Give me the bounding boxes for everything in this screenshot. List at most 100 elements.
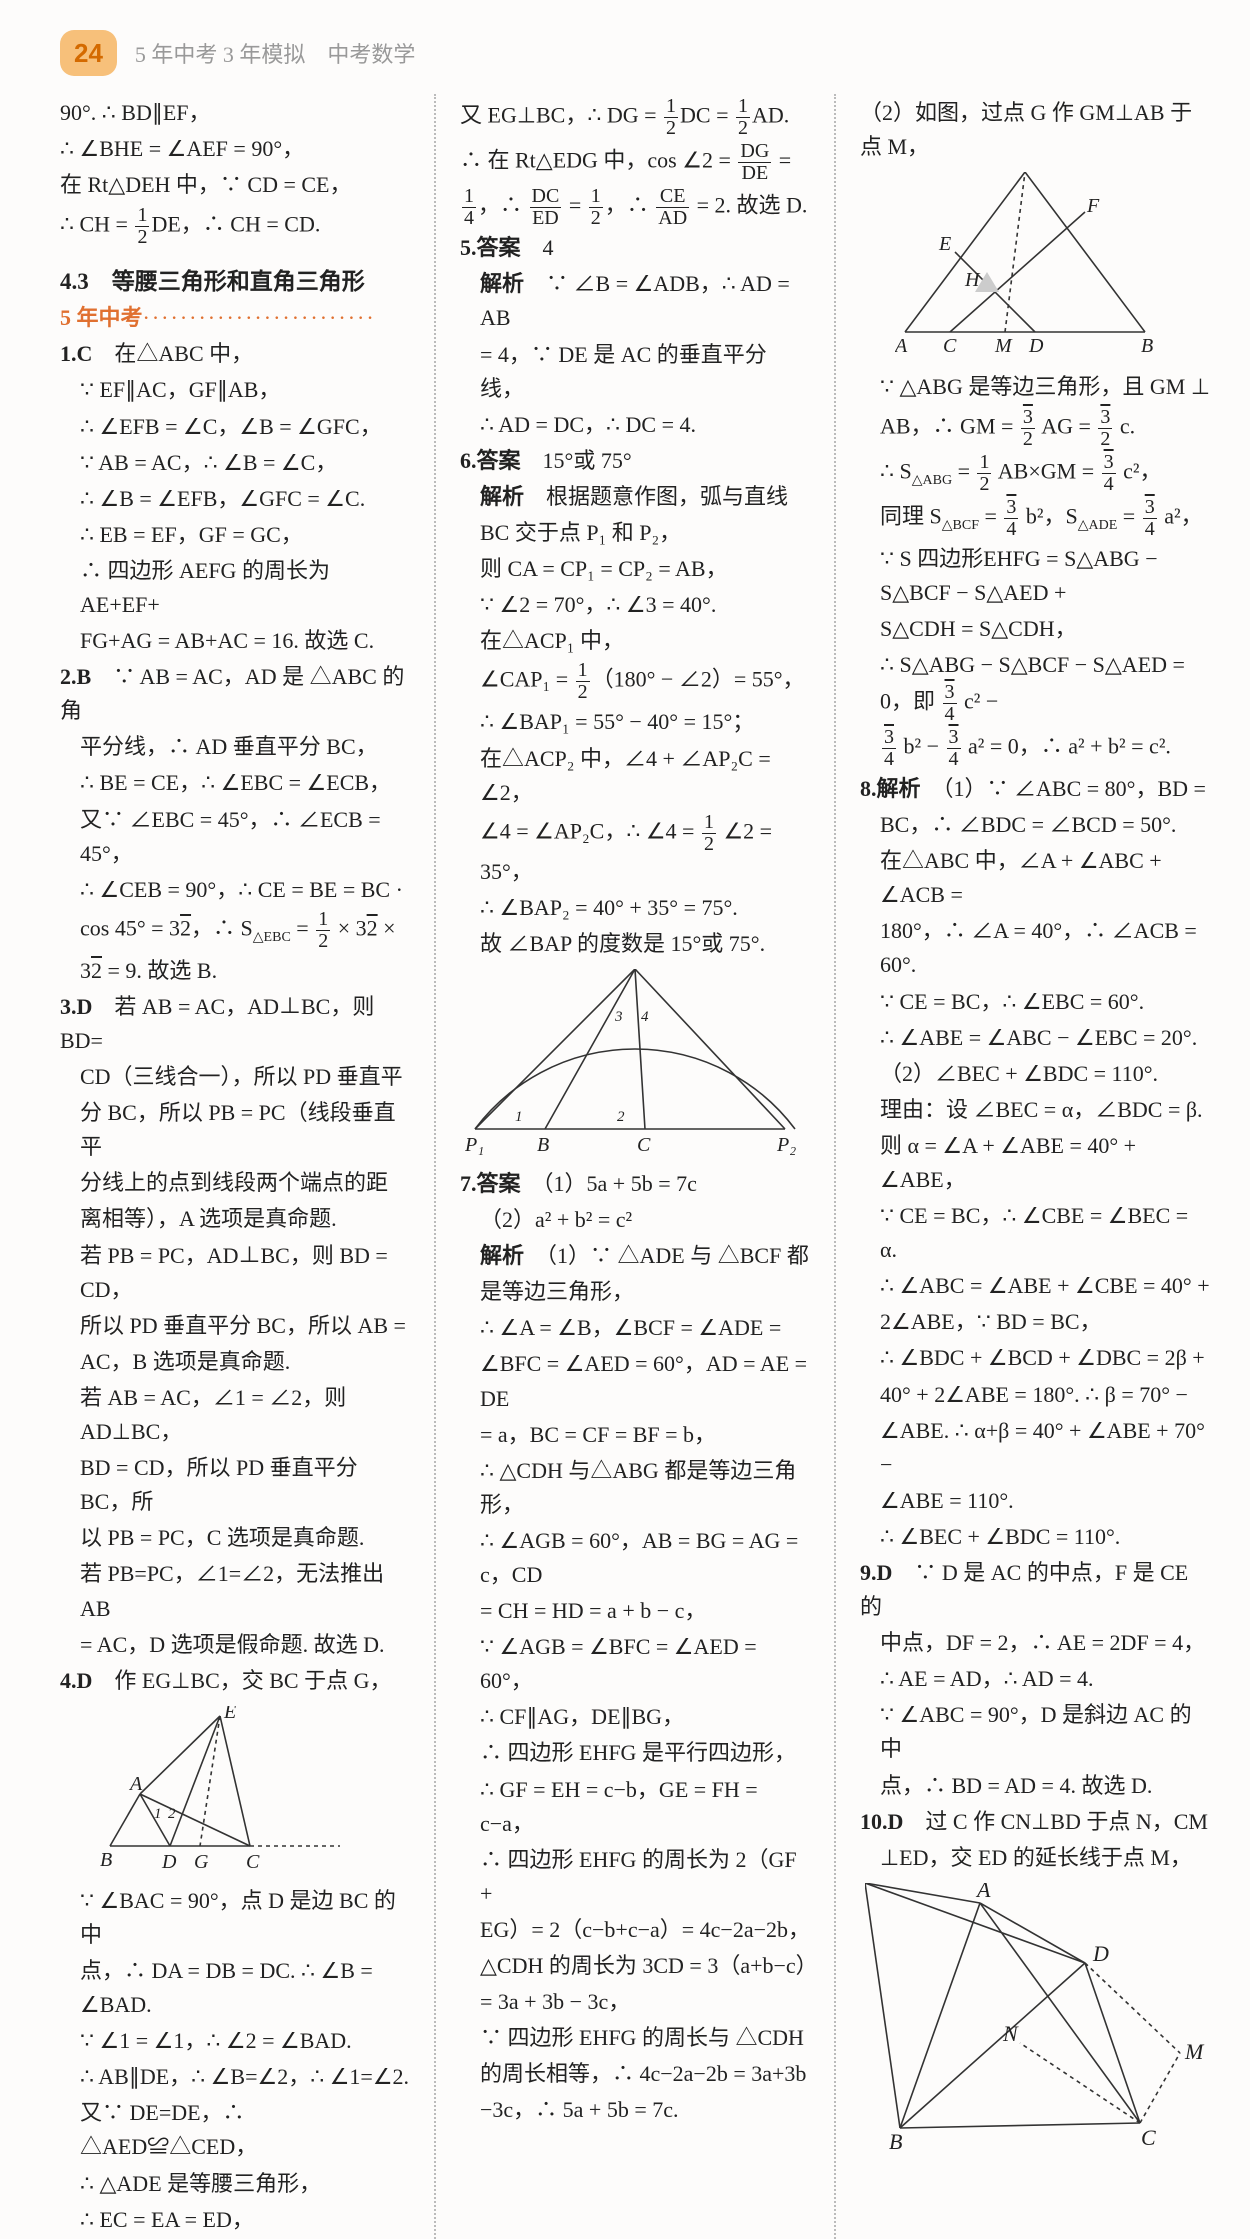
text-line: ∴ 四边形 EHFG 的周长为 2（GF + bbox=[460, 1843, 810, 1911]
text-line: ∵ AB = AC，∴ ∠B = ∠C， bbox=[60, 446, 410, 480]
text-line: ∴ 四边形 EHFG 是平行四边形， bbox=[460, 1736, 810, 1770]
svg-text:G: G bbox=[1029, 172, 1044, 175]
diagram-q6: A P₁ B C P₂ 1 2 3 4 bbox=[465, 969, 805, 1159]
text-line: 在△ABC 中，∠A + ∠ABC + ∠ACB = bbox=[860, 844, 1210, 912]
q3-head: 3.D 若 AB = AC，AD⊥BC，则 BD= bbox=[60, 990, 410, 1058]
text-line: ∴ ∠ABE = ∠ABC − ∠EBC = 20°. bbox=[860, 1021, 1210, 1055]
text-line: ∴ BE = CE，∴ ∠EBC = ∠ECB， bbox=[60, 766, 410, 800]
text-line: ∴ △CDH 与△ABG 都是等边三角形， bbox=[460, 1454, 810, 1522]
text-line: 14，∴ DCED = 12，∴ CEAD = 2. 故选 D. bbox=[460, 186, 810, 229]
text-line: 40° + 2∠ABE = 180°. ∴ β = 70° − bbox=[860, 1378, 1210, 1412]
q8-head: 8.解析 （1）∵ ∠ABC = 80°，BD = bbox=[860, 772, 1210, 806]
text-line: ∵ ∠ABC = 90°，D 是斜边 AC 的中 bbox=[860, 1698, 1210, 1766]
text-line: ∴ ∠B = ∠EFB，∠GFC = ∠C. bbox=[60, 482, 410, 516]
svg-text:C: C bbox=[246, 1851, 260, 1873]
text-line: ∴ S△ABG = 12 AB×GM = 34 c²， bbox=[860, 452, 1210, 495]
text-line: ∴ EC = EA = ED， bbox=[60, 2203, 410, 2237]
text-line: 在 Rt△DEH 中，∵ CD = CE， bbox=[60, 168, 410, 202]
text-line: AB，∴ GM = 32 AG = 32 c. bbox=[860, 407, 1210, 450]
text-line: 若 AB = AC，∠1 = ∠2，则 AD⊥BC， bbox=[60, 1381, 410, 1449]
text-line: 又∵ ∠EBC = 45°，∴ ∠ECB = 45°， bbox=[60, 803, 410, 871]
text-line: ∴ ∠ABC = ∠ABE + ∠CBE = 40° + bbox=[860, 1269, 1210, 1303]
content-columns: 90°. ∴ BD∥EF， ∴ ∠BHE = ∠AEF = 90°， 在 Rt△… bbox=[60, 94, 1210, 2238]
q9-head: 9.D ∵ D 是 AC 的中点，F 是 CE 的 bbox=[860, 1556, 1210, 1624]
page-number-badge: 24 bbox=[60, 30, 117, 76]
text-line: ⊥ED，交 ED 的延长线于点 M， bbox=[860, 1841, 1210, 1875]
svg-text:D: D bbox=[161, 1851, 177, 1873]
svg-text:4: 4 bbox=[641, 1009, 649, 1025]
text-line: ∠BFC = ∠AED = 60°，AD = AE = DE bbox=[460, 1347, 810, 1415]
svg-text:D: D bbox=[1092, 1941, 1109, 1966]
section-4-3-title: 4.3 等腰三角形和直角三角形 bbox=[60, 264, 410, 300]
svg-text:P₁: P₁ bbox=[465, 1134, 484, 1156]
diagram-q10: E A D B C M N bbox=[865, 1883, 1205, 2158]
svg-text:D: D bbox=[1028, 335, 1044, 357]
text-line: 是等边三角形， bbox=[460, 1275, 810, 1309]
q1-head: 1.C 在△ABC 中， bbox=[60, 337, 410, 371]
column-3: （2）如图，过点 G 作 GM⊥AB 于点 M， A C M D B G E F… bbox=[860, 94, 1210, 2238]
text-line: ∴ CH = 12DE，∴ CH = CD. bbox=[60, 205, 410, 248]
text-line: FG+AG = AB+AC = 16. 故选 C. bbox=[60, 624, 410, 658]
text-line: = a，BC = CF = BF = b， bbox=[460, 1418, 810, 1452]
text-line: 故 ∠BAP 的度数是 15°或 75°. bbox=[460, 927, 810, 961]
q10-head: 10.D 过 C 作 CN⊥BD 于点 N，CM bbox=[860, 1805, 1210, 1839]
column-divider-1 bbox=[434, 94, 436, 2238]
svg-text:A: A bbox=[128, 1773, 143, 1795]
text-line: ∵ ∠2 = 70°，∴ ∠3 = 40°. bbox=[460, 588, 810, 622]
q5-head: 5.答案 4 bbox=[460, 231, 810, 265]
text-line: 点，∴ BD = AD = 4. 故选 D. bbox=[860, 1769, 1210, 1803]
text-line: CD（三线合一），所以 PD 垂直平 bbox=[60, 1060, 410, 1094]
svg-text:2: 2 bbox=[168, 1806, 176, 1822]
text-line: 离相等），A 选项是真命题. bbox=[60, 1202, 410, 1236]
text-line: 以 PB = PC，C 选项是真命题. bbox=[60, 1521, 410, 1555]
text-line: ∴ CF∥AG，DE∥BG， bbox=[460, 1700, 810, 1734]
column-2: 又 EG⊥BC，∴ DG = 12DC = 12AD. ∴ 在 Rt△EDG 中… bbox=[460, 94, 810, 2238]
text-line: 解析 ∵ ∠B = ∠ADB，∴ AD = AB bbox=[460, 267, 810, 335]
text-line: ∵ S 四边形EHFG = S△ABG − S△BCF − S△AED + bbox=[860, 542, 1210, 610]
text-line: ∴ AB∥DE，∴ ∠B=∠2，∴ ∠1=∠2. bbox=[60, 2060, 410, 2094]
text-line: 分线上的点到线段两个端点的距 bbox=[60, 1166, 410, 1200]
text-line: ∴ ∠BDC + ∠BCD + ∠DBC = 2β + bbox=[860, 1341, 1210, 1375]
svg-text:N: N bbox=[1002, 2021, 1019, 2046]
svg-text:A: A bbox=[631, 969, 646, 972]
text-line: BC，∴ ∠BDC = ∠BCD = 50°. bbox=[860, 808, 1210, 842]
text-line: （2）∠BEC + ∠BDC = 110°. bbox=[860, 1057, 1210, 1091]
text-line: 若 PB=PC，∠1=∠2，无法推出 AB bbox=[60, 1557, 410, 1625]
text-line: ∠4 = ∠AP₂C，∴ ∠4 = 12 ∠2 = 35°， bbox=[460, 812, 810, 889]
text-line: −3c，∴ 5a + 5b = 7c. bbox=[460, 2093, 810, 2127]
text-line: 分 BC，所以 PB = PC（线段垂直平 bbox=[60, 1096, 410, 1164]
text-line: △CDH 的周长为 3CD = 3（a+b−c） bbox=[460, 1949, 810, 1983]
text-line: = CH = HD = a + b − c， bbox=[460, 1594, 810, 1628]
svg-text:A: A bbox=[975, 1883, 991, 1902]
text-line: EG）= 2（c−b+c−a）= 4c−2a−2b， bbox=[460, 1913, 810, 1947]
text-line: ∠ABE. ∴ α+β = 40° + ∠ABE + 70° − bbox=[860, 1414, 1210, 1482]
diagram-q4: A B D G C E 1 2 bbox=[90, 1706, 380, 1876]
text-line: 在△ACP₁ 中， bbox=[460, 624, 810, 658]
text-line: ∴ 四边形 AEFG 的周长为 AE+EF+ bbox=[60, 554, 410, 622]
text-line: ∵ CE = BC，∴ ∠CBE = ∠BEC = α. bbox=[860, 1199, 1210, 1267]
svg-text:E: E bbox=[223, 1706, 236, 1723]
text-line: ∴ AE = AD，∴ AD = 4. bbox=[860, 1662, 1210, 1696]
svg-text:A: A bbox=[895, 335, 908, 357]
text-line: = 3a + 3b − 3c， bbox=[460, 1985, 810, 2019]
text-line: ∴ ∠BAP₁ = 55° − 40° = 15°； bbox=[460, 705, 810, 739]
text-line: AC，B 选项是真命题. bbox=[60, 1345, 410, 1379]
column-1: 90°. ∴ BD∥EF， ∴ ∠BHE = ∠AEF = 90°， 在 Rt△… bbox=[60, 94, 410, 2238]
text-line: ∵ 四边形 EHFG 的周长与 △CDH bbox=[460, 2021, 810, 2055]
text-line: 2∠ABE，∵ BD = BC， bbox=[860, 1305, 1210, 1339]
text-line: ∵ EF∥AC，GF∥AB， bbox=[60, 373, 410, 407]
text-line: 又 EG⊥BC，∴ DG = 12DC = 12AD. bbox=[460, 96, 810, 139]
text-line: ∴ △ADE 是等腰三角形， bbox=[60, 2167, 410, 2201]
text-line: 解析 根据题意作图，弧与直线 bbox=[460, 480, 810, 514]
text-line: 180°，∴ ∠A = 40°，∴ ∠ACB = 60°. bbox=[860, 914, 1210, 982]
svg-text:M: M bbox=[1184, 2039, 1205, 2064]
text-line: ∴ ∠AGB = 60°，AB = BG = AG = c，CD bbox=[460, 1524, 810, 1592]
text-line: BC 交于点 P₁ 和 P₂， bbox=[460, 516, 810, 550]
diagram-col3-top: A C M D B G E F H bbox=[895, 172, 1175, 362]
q4-head: 4.D 作 EG⊥BC，交 BC 于点 G， bbox=[60, 1664, 410, 1698]
text-line: ∠CAP₁ = 12（180° − ∠2）= 55°， bbox=[460, 660, 810, 703]
text-line: ∴ S△ABG − S△BCF − S△AED = 0，即 34 c² − bbox=[860, 648, 1210, 725]
svg-text:C: C bbox=[943, 335, 957, 357]
page-header: 24 5 年中考 3 年模拟 中考数学 bbox=[60, 30, 1210, 76]
text-line: BD = CD，所以 PD 垂直平分 BC，所 bbox=[60, 1451, 410, 1519]
